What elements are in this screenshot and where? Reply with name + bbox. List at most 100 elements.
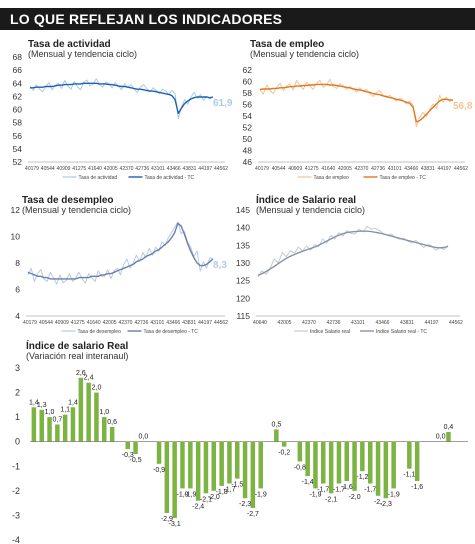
- unemployment-y-tick-label: 10: [11, 232, 21, 242]
- salary-variation-data-label: -1,7: [317, 486, 329, 493]
- employment-y-tick-label: 48: [243, 146, 253, 156]
- employment-x-tick-label: 42736: [371, 166, 385, 172]
- salary-trend-line: [257, 230, 449, 277]
- salary-variation-data-label: 2,0: [92, 385, 102, 392]
- unemployment-x-tick-label: 42736: [134, 320, 148, 326]
- salary-index-chart-subtitle: (Mensual y tendencia ciclo): [256, 205, 366, 215]
- page-header: LO QUE REFLEJAN LOS INDICADORES: [0, 8, 475, 30]
- salary-variation-data-label: 0,7: [53, 417, 63, 424]
- employment-x-tick-label: 43831: [421, 166, 435, 172]
- bar-chart-y-tick-label: -4: [12, 535, 20, 544]
- unemployment-trend-line: [27, 222, 214, 280]
- unemployment-raw-line: [27, 221, 214, 285]
- unemployment-x-tick-label: 42005: [103, 320, 117, 326]
- bar-chart-y-tick-label: 1: [15, 412, 20, 422]
- unemployment-chart-subtitle: (Mensual y tendencia ciclo): [22, 205, 132, 215]
- employment-x-tick-label: 42370: [355, 166, 369, 172]
- salary-variation-bar: [258, 441, 263, 489]
- employment-y-tick-label: 60: [243, 77, 253, 87]
- unemployment-y-tick-label: 12: [11, 205, 21, 215]
- unemployment-x-tick-label: 43466: [166, 320, 180, 326]
- employment-y-tick-label: 54: [243, 111, 253, 121]
- salary-variation-data-label: 1,0: [45, 409, 55, 416]
- salary-variation-data-label: -2,9: [161, 516, 173, 523]
- activity-y-tick-label: 62: [13, 91, 23, 101]
- unemployment-y-tick-label: 4: [15, 311, 20, 321]
- employment-x-tick-label: 41275: [305, 166, 319, 172]
- salary-variation-data-label: -1,4: [302, 479, 314, 486]
- salary-variation-bar: [133, 441, 138, 454]
- salary-variation-bar: [39, 409, 44, 442]
- salary-legend-raw-label: Indice Salario real: [310, 329, 350, 335]
- salary-variation-bar: [407, 441, 412, 469]
- salary-raw-line: [257, 225, 449, 278]
- salary-variation-bar: [211, 441, 216, 491]
- salary-x-tick-label: 42370: [302, 320, 316, 326]
- activity-x-tick-label: 41275: [72, 166, 86, 172]
- employment-x-tick-label: 40544: [272, 166, 286, 172]
- salary-variation-bar: [156, 441, 162, 464]
- employment-end-value-label: 56,8: [453, 101, 473, 112]
- unemployment-end-value-label: 8,3: [213, 260, 227, 271]
- employment-raw-line: [259, 78, 454, 128]
- salary-variation-data-label: 2,6: [76, 370, 86, 377]
- unemployment-x-tick-label: 44562: [214, 320, 228, 326]
- salary-x-tick-label: 40640: [253, 320, 267, 326]
- salary-variation-chart-subtitle: (Variación real interanaul): [26, 351, 129, 361]
- salary-variation-bar: [242, 441, 248, 499]
- salary-y-tick-label: 115: [236, 311, 250, 321]
- unemployment-x-tick-label: 44197: [198, 320, 212, 326]
- bar-chart-y-tick-label: -2: [12, 486, 20, 496]
- employment-x-tick-label: 41640: [321, 166, 335, 172]
- activity-x-tick-label: 44197: [198, 166, 212, 172]
- employment-x-tick-label: 42005: [338, 166, 352, 172]
- salary-variation-data-label: -2,1: [325, 496, 337, 503]
- salary-variation-data-label: -1,9: [176, 491, 188, 498]
- salary-variation-data-label: -3,1: [169, 521, 181, 528]
- activity-y-tick-label: 52: [13, 157, 23, 167]
- unemployment-x-tick-label: 41640: [87, 320, 101, 326]
- salary-variation-bar: [180, 441, 185, 489]
- salary-variation-bar: [31, 407, 37, 442]
- activity-x-tick-label: 43101: [151, 166, 165, 172]
- activity-x-tick-label: 43466: [167, 166, 181, 172]
- salary-y-tick-label: 125: [236, 276, 250, 286]
- salary-variation-data-label: -0,5: [130, 457, 142, 464]
- bar-chart-y-tick-label: 3: [15, 363, 20, 373]
- unemployment-x-tick-label: 40179: [23, 320, 37, 326]
- salary-y-tick-label: 145: [236, 205, 250, 215]
- employment-y-tick-label: 50: [243, 134, 253, 144]
- salary-variation-data-label: -1,6: [341, 484, 353, 491]
- employment-chart-title: Tasa de empleo: [250, 39, 325, 50]
- salary-variation-data-label: -2,: [374, 499, 382, 506]
- salary-variation-data-label: 2,4: [84, 375, 94, 382]
- salary-variation-bar: [70, 407, 76, 442]
- salary-y-tick-label: 135: [236, 240, 250, 250]
- salary-variation-bar: [235, 441, 240, 479]
- activity-x-tick-label: 43831: [183, 166, 197, 172]
- salary-variation-bar: [164, 441, 170, 513]
- salary-variation-bar: [368, 441, 373, 484]
- salary-variation-bar: [250, 441, 256, 508]
- unemployment-legend-raw-label: Tasa de desempleo: [78, 329, 122, 335]
- activity-x-tick-label: 42370: [120, 166, 134, 172]
- salary-variation-data-label: -1,9: [255, 491, 267, 498]
- salary-variation-data-label: -1,2: [356, 474, 368, 481]
- salary-variation-bar: [375, 441, 381, 496]
- salary-variation-data-label: -1,9: [388, 491, 400, 498]
- salary-variation-data-label: 1,0: [99, 409, 109, 416]
- salary-variation-bar: [102, 417, 107, 442]
- salary-variation-bar: [78, 377, 84, 442]
- bar-chart-y-tick-label: -3: [12, 510, 20, 520]
- salary-variation-data-label: -1,7: [364, 486, 376, 493]
- salary-variation-bar: [219, 441, 224, 486]
- activity-y-tick-label: 60: [13, 105, 23, 115]
- employment-x-tick-label: 44562: [454, 166, 468, 172]
- salary-variation-bar: [125, 441, 130, 450]
- salary-x-tick-label: 43831: [400, 320, 414, 326]
- salary-variation-bar: [203, 441, 209, 494]
- salary-variation-bar: [414, 441, 420, 481]
- salary-variation-data-label: -1,6: [411, 484, 423, 491]
- page-title: LO QUE REFLEJAN LOS INDICADORES: [10, 11, 283, 27]
- salary-variation-bar: [344, 441, 349, 481]
